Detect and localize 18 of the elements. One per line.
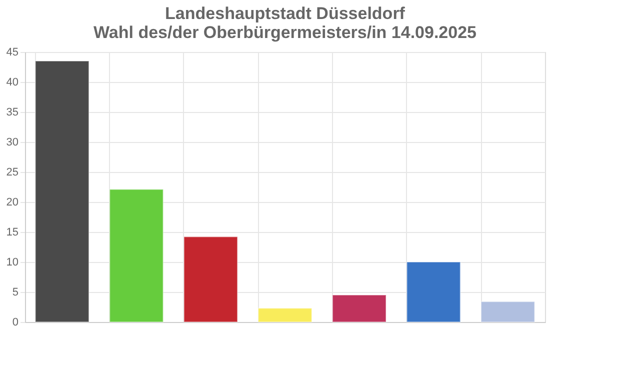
bar [183,236,238,322]
y-tick-label: 35 [6,106,18,118]
y-tick-label: 40 [6,76,18,88]
bar [332,294,387,322]
y-tick-label: 45 [6,46,18,58]
bar [258,308,312,322]
bar [480,301,536,322]
y-tick-label: 30 [6,136,18,148]
y-tick-label: 10 [6,256,18,268]
y-tick-label: 5 [12,286,18,298]
y-tick-label: 15 [6,226,18,238]
bar [34,60,90,322]
y-tick-label: 25 [6,166,18,178]
y-tick-label: 0 [12,316,18,328]
bar [109,188,164,322]
y-tick-label: 20 [6,196,18,208]
bar [406,262,461,322]
chart-title: Landeshauptstadt Düsseldorf Wahl des/der Oberbürgermeisters/in 14.09.2025 [94,4,476,42]
